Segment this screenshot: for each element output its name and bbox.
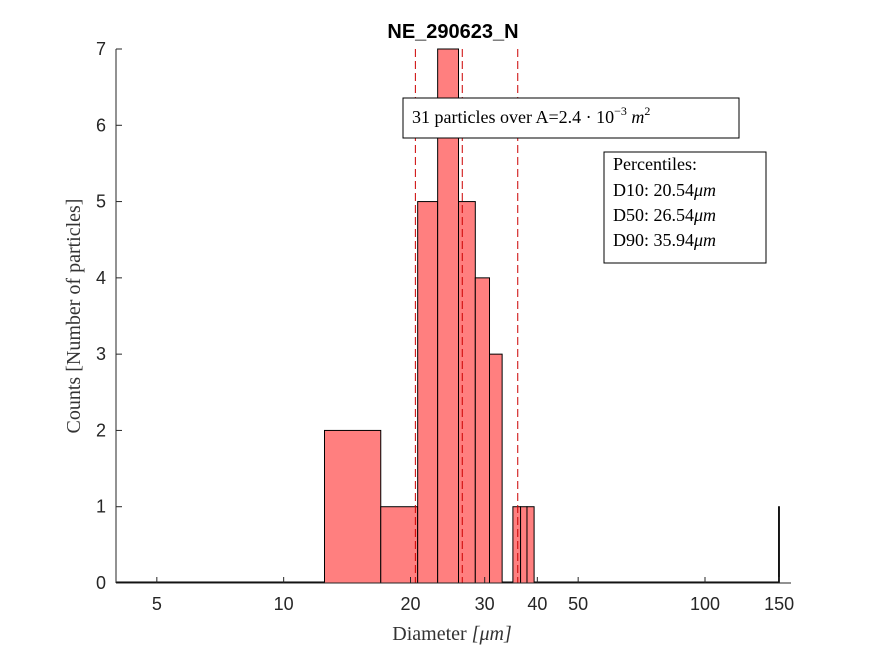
y-tick-label: 7 xyxy=(96,39,106,59)
annotation-summary-box: 31 particles over A=2.4 · 10−3 m2 xyxy=(402,97,740,139)
histogram-bar xyxy=(323,429,382,584)
y-tick-label: 1 xyxy=(96,497,106,517)
y-axis-label: Counts [Number of particles] xyxy=(63,199,85,434)
x-tick-label: 50 xyxy=(568,594,588,614)
annotation-summary-text: 31 particles over A=2.4 · 10−3 m2 xyxy=(412,104,650,127)
x-tick-label: 40 xyxy=(527,594,547,614)
y-tick-label: 2 xyxy=(96,420,106,440)
x-tick-label: 30 xyxy=(475,594,495,614)
y-tick-label: 0 xyxy=(96,573,106,593)
histogram-bar xyxy=(520,506,528,584)
x-tick-label: 100 xyxy=(690,594,720,614)
histogram-bar xyxy=(380,506,419,584)
histogram-bar xyxy=(512,506,522,584)
histogram-bar xyxy=(474,277,491,584)
x-tick-label: 10 xyxy=(274,594,294,614)
y-tick-label: 3 xyxy=(96,344,106,364)
y-tick-label: 5 xyxy=(96,192,106,212)
histogram-bar xyxy=(526,506,535,584)
histogram-bar xyxy=(489,353,503,584)
x-tick-label: 5 xyxy=(152,594,162,614)
x-axis-label: Diameter [μm] xyxy=(392,623,511,645)
x-tick-label: 150 xyxy=(764,594,794,614)
annotation-percentiles-box: Percentiles: D10: 20.54μm D50: 26.54μm D90… xyxy=(603,151,767,264)
x-tick-label: 20 xyxy=(400,594,420,614)
percentile-label-d90: D90: 35.94μm xyxy=(613,230,716,250)
histogram-bar xyxy=(458,201,476,584)
percentile-label-d10: D10: 20.54μm xyxy=(613,180,716,200)
chart-title: NE_290623_N xyxy=(387,21,518,43)
percentiles-title: Percentiles: xyxy=(613,154,697,174)
percentile-label-d50: D50: 26.54μm xyxy=(613,205,716,225)
histogram-bar xyxy=(778,506,780,584)
y-tick-label: 4 xyxy=(96,268,106,288)
y-tick-label: 6 xyxy=(96,115,106,135)
plot-area: 5 10 20 30 40 50 100 150 0 1 2 3 4 5 6 7 xyxy=(96,39,794,614)
histogram-bar xyxy=(417,201,439,584)
